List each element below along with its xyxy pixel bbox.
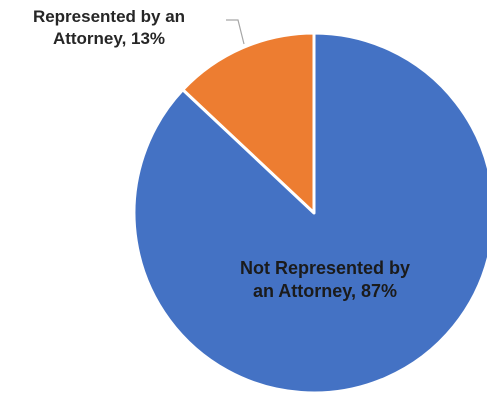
slice-not-represented (132, 31, 487, 395)
data-label-represented-line2: Attorney, 13% (52, 29, 166, 49)
data-label-not-represented: Not Represented by an Attorney, 87% (205, 257, 445, 304)
data-label-not-represented-line2: an Attorney, 87% (252, 281, 398, 302)
leader-line (226, 19, 245, 45)
slice-represented (181, 31, 316, 215)
data-label-represented-line1: Represented by an (32, 7, 186, 26)
data-label-not-represented-line1: Not Represented by (239, 258, 411, 278)
data-label-represented: Represented by an Attorney, 13% (4, 6, 214, 50)
